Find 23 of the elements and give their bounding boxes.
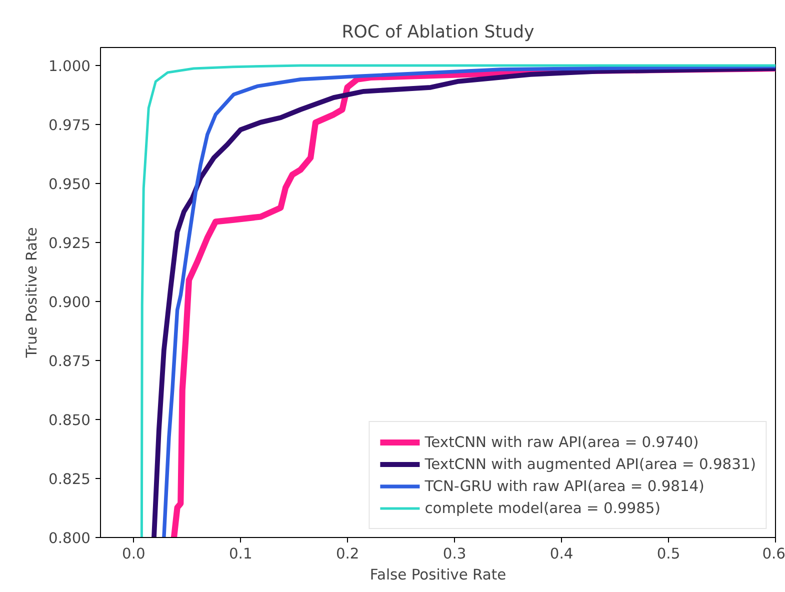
- chart-title: ROC of Ablation Study: [342, 22, 534, 42]
- x-tick-label: 0.2: [336, 546, 360, 562]
- x-axis-title: False Positive Rate: [370, 566, 506, 584]
- y-tick-label: 0.925: [48, 234, 91, 252]
- legend-label: TextCNN with raw API(area = 0.9740): [424, 434, 699, 450]
- y-tick-label: 0.850: [48, 412, 91, 429]
- x-tick-label: 0.3: [442, 546, 466, 562]
- x-tick-label: 0.1: [228, 546, 252, 562]
- y-axis-title: True Positive Rate: [24, 227, 41, 359]
- x-tick-label: 0.0: [122, 546, 146, 562]
- x-tick-label: 0.4: [550, 546, 574, 562]
- y-tick-label: 1.000: [48, 58, 91, 75]
- x-tick-label: 0.5: [656, 546, 680, 562]
- y-tick-label: 0.900: [48, 294, 91, 311]
- y-tick-label: 0.950: [48, 176, 91, 193]
- y-tick-label: 0.875: [48, 352, 91, 370]
- legend-label: TCN-GRU with raw API(area = 0.9814): [424, 478, 704, 494]
- y-tick-label: 0.975: [48, 116, 91, 134]
- x-tick-label: 0.6: [762, 546, 785, 562]
- y-tick-label: 0.800: [48, 530, 91, 547]
- legend-label: complete model(area = 0.9985): [424, 500, 660, 516]
- y-tick-label: 0.825: [48, 470, 91, 488]
- legend-label: TextCNN with augmented API(area = 0.9831): [424, 456, 756, 472]
